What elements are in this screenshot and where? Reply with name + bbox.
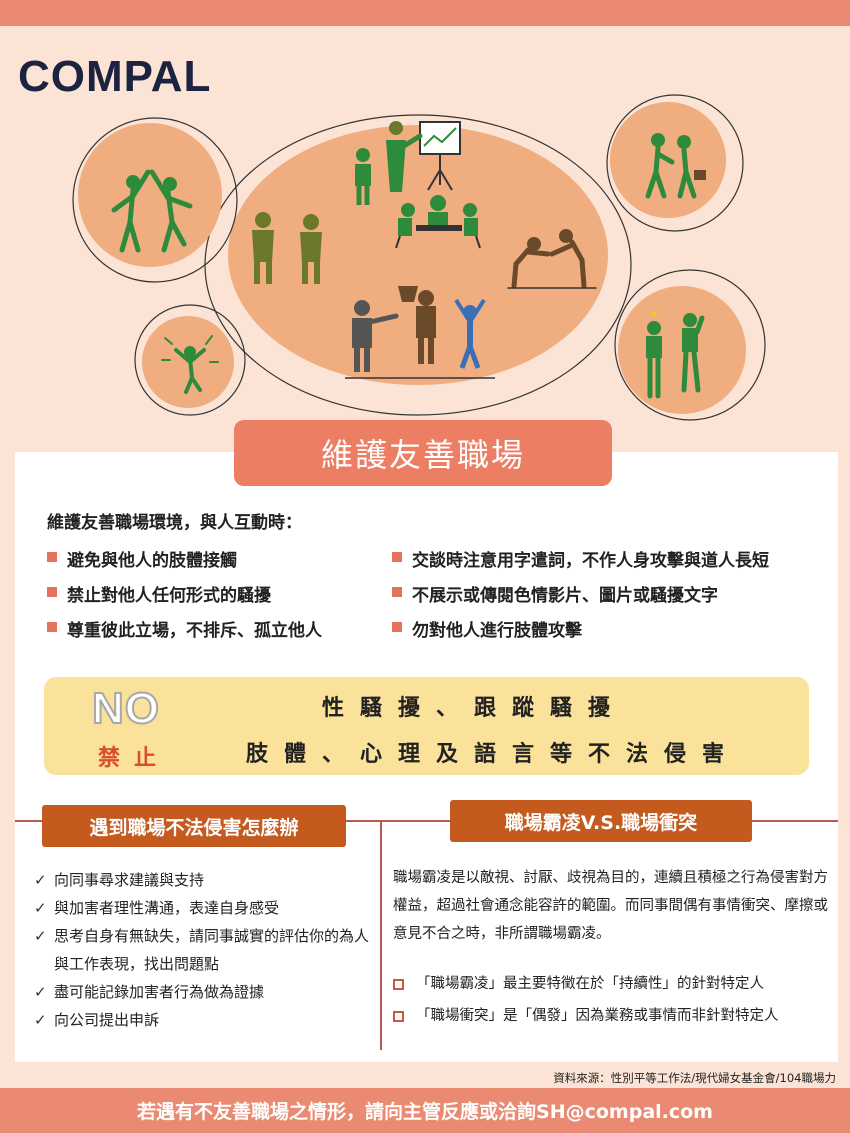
source-note: 資料來源：性別平等工作法/現代婦女基金會/104職場力: [553, 1071, 836, 1085]
rules-list-right: 交談時注意用字遣詞，不作人身攻擊與道人長短 不展示或傳閱色情影片、圖片或騷擾文字…: [392, 546, 769, 651]
intro-text: 維護友善職場環境，與人互動時：: [47, 513, 302, 533]
compal-logo: COMPAL: [18, 52, 212, 101]
rules-list-left: 避免與他人的肢體接觸 禁止對他人任何形式的騷擾 尊重彼此立場，不排斥、孤立他人: [47, 546, 322, 651]
check-icon: ✓: [34, 871, 47, 889]
bullying-definition: 職場霸凌是以敵視、討厭、歧視為目的，連續且積極之行為侵害對方權益，超過社會通念能…: [393, 870, 828, 942]
excited-person-icon: [161, 335, 219, 394]
check-icon: ✓: [34, 983, 47, 1001]
bullet-square-icon: [392, 552, 402, 562]
bullet-box-icon: [393, 1010, 404, 1022]
rule-item: 交談時注意用字遣詞，不作人身攻擊與道人長短: [392, 546, 769, 581]
rule-item: 不展示或傳閱色情影片、圖片或騷擾文字: [392, 581, 769, 616]
prohibited-label: 禁止: [98, 746, 171, 771]
prohibition-line-2: 肢體、心理及語言等不法侵害: [246, 742, 741, 767]
prohibition-line-1: 性騷擾、跟蹤騷擾: [322, 696, 627, 721]
bullying-points: 「職場霸凌」最主要特徵在於「持續性」的針對特定人 「職場衝突」是「偶發」因為業務…: [393, 968, 779, 1032]
list-item: ✓ 思考自身有無缺失，請同事誠實的評估你的為人與工作表現，找出問題點: [34, 922, 374, 978]
rule-item: 禁止對他人任何形式的騷擾: [47, 581, 322, 616]
list-item: 「職場衝突」是「偶發」因為業務或事情而非針對特定人: [393, 1000, 779, 1032]
high-five-icon: [111, 169, 193, 253]
prohibition-box: [44, 677, 809, 775]
page-title: 維護友善職場: [234, 420, 612, 486]
workplace-illustration: [72, 94, 766, 421]
section-heading-left: 遇到職場不法侵害怎麼辦: [42, 805, 346, 847]
presentation-icon: [355, 121, 461, 205]
section-vertical-divider: [380, 822, 382, 1050]
check-icon: ✓: [34, 899, 47, 917]
section-divider: [15, 820, 838, 822]
list-item: ✓ 盡可能記錄加害者行為做為證據: [34, 978, 374, 1006]
list-item: ✓ 與加害者理性溝通，表達自身感受: [34, 894, 374, 922]
no-label: NO: [91, 683, 160, 734]
rule-item: 避免與他人的肢體接觸: [47, 546, 322, 581]
bullet-square-icon: [47, 587, 57, 597]
business-men-icon: [645, 133, 706, 199]
bullet-square-icon: [392, 587, 402, 597]
check-icon: ✓: [34, 1011, 47, 1029]
list-item: ✓ 向同事尋求建議與支持: [34, 866, 374, 894]
bullet-square-icon: [47, 622, 57, 632]
award-icon: [345, 286, 495, 379]
meeting-icon: [395, 195, 481, 249]
bullet-square-icon: [47, 552, 57, 562]
rule-item: 尊重彼此立場，不排斥、孤立他人: [47, 616, 322, 651]
bullet-square-icon: [392, 622, 402, 632]
footer-contact: 若遇有不友善職場之情形，請向主管反應或洽詢SH@compal.com: [0, 1088, 850, 1133]
colleagues-icon: [252, 212, 322, 284]
bullet-box-icon: [393, 978, 404, 990]
response-steps-list: ✓ 向同事尋求建議與支持 ✓ 與加害者理性溝通，表達自身感受 ✓ 思考自身有無缺失，請…: [34, 866, 374, 1034]
bowing-icon: [507, 229, 597, 289]
top-band: [0, 0, 850, 26]
check-icon: ✓: [34, 927, 47, 945]
list-item: 「職場霸凌」最主要特徵在於「持續性」的針對特定人: [393, 968, 779, 1000]
list-item: ✓ 向公司提出申訴: [34, 1006, 374, 1034]
rule-item: 勿對他人進行肢體攻擊: [392, 616, 769, 651]
thinking-people-icon: [646, 311, 705, 399]
section-heading-right: 職場霸凌V.S.職場衝突: [450, 800, 752, 842]
